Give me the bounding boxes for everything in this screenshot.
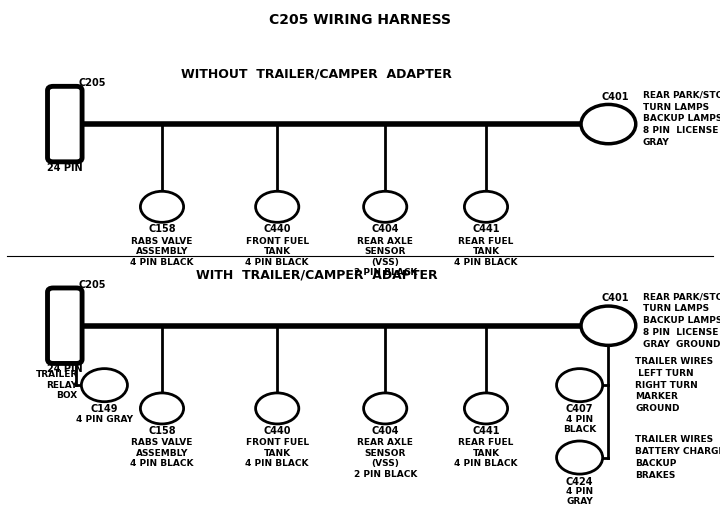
Text: C441: C441 (472, 224, 500, 234)
Circle shape (464, 393, 508, 424)
Circle shape (256, 191, 299, 222)
Text: C404: C404 (372, 426, 399, 436)
Text: 24 PIN: 24 PIN (47, 364, 83, 374)
Text: REAR PARK/STOP
TURN LAMPS
BACKUP LAMPS
8 PIN  LICENSE LAMPS
GRAY  GROUND: REAR PARK/STOP TURN LAMPS BACKUP LAMPS 8… (643, 293, 720, 348)
Circle shape (256, 393, 299, 424)
Text: REAR PARK/STOP
TURN LAMPS
BACKUP LAMPS
8 PIN  LICENSE LAMPS
GRAY: REAR PARK/STOP TURN LAMPS BACKUP LAMPS 8… (643, 91, 720, 147)
FancyBboxPatch shape (48, 288, 82, 363)
Text: 4 PIN
BLACK: 4 PIN BLACK (563, 415, 596, 434)
Text: REAR AXLE
SENSOR
(VSS)
2 PIN BLACK: REAR AXLE SENSOR (VSS) 2 PIN BLACK (354, 438, 417, 479)
Circle shape (581, 104, 636, 144)
Text: C205: C205 (78, 78, 106, 88)
Text: 4 PIN GRAY: 4 PIN GRAY (76, 415, 133, 423)
FancyBboxPatch shape (48, 86, 82, 162)
Text: C404: C404 (372, 224, 399, 234)
Text: RABS VALVE
ASSEMBLY
4 PIN BLACK: RABS VALVE ASSEMBLY 4 PIN BLACK (130, 237, 194, 267)
Circle shape (364, 191, 407, 222)
Text: C158: C158 (148, 224, 176, 234)
Text: C158: C158 (148, 426, 176, 436)
Circle shape (140, 191, 184, 222)
Text: C441: C441 (472, 426, 500, 436)
Text: FRONT FUEL
TANK
4 PIN BLACK: FRONT FUEL TANK 4 PIN BLACK (246, 237, 309, 267)
Circle shape (557, 369, 603, 402)
Circle shape (464, 191, 508, 222)
Text: RABS VALVE
ASSEMBLY
4 PIN BLACK: RABS VALVE ASSEMBLY 4 PIN BLACK (130, 438, 194, 468)
Text: TRAILER
RELAY
BOX: TRAILER RELAY BOX (35, 370, 78, 400)
Text: C205: C205 (78, 280, 106, 290)
Text: REAR AXLE
SENSOR
(VSS)
2 PIN BLACK: REAR AXLE SENSOR (VSS) 2 PIN BLACK (354, 237, 417, 277)
Text: C424: C424 (566, 477, 593, 486)
Text: REAR FUEL
TANK
4 PIN BLACK: REAR FUEL TANK 4 PIN BLACK (454, 438, 518, 468)
Text: C440: C440 (264, 224, 291, 234)
Text: REAR FUEL
TANK
4 PIN BLACK: REAR FUEL TANK 4 PIN BLACK (454, 237, 518, 267)
Text: C401: C401 (601, 92, 629, 102)
Text: C407: C407 (566, 404, 593, 414)
Text: WITH  TRAILER/CAMPER  ADAPTER: WITH TRAILER/CAMPER ADAPTER (196, 269, 438, 282)
Circle shape (140, 393, 184, 424)
Text: WITHOUT  TRAILER/CAMPER  ADAPTER: WITHOUT TRAILER/CAMPER ADAPTER (181, 67, 452, 80)
Text: C205 WIRING HARNESS: C205 WIRING HARNESS (269, 13, 451, 27)
Text: C401: C401 (601, 294, 629, 303)
Circle shape (81, 369, 127, 402)
Text: C440: C440 (264, 426, 291, 436)
Text: FRONT FUEL
TANK
4 PIN BLACK: FRONT FUEL TANK 4 PIN BLACK (246, 438, 309, 468)
Text: 24 PIN: 24 PIN (47, 163, 83, 173)
Text: C149: C149 (91, 404, 118, 414)
Text: TRAILER WIRES
BATTERY CHARGE
BACKUP
BRAKES: TRAILER WIRES BATTERY CHARGE BACKUP BRAK… (635, 435, 720, 480)
Circle shape (557, 441, 603, 474)
Circle shape (364, 393, 407, 424)
Circle shape (581, 306, 636, 345)
Text: TRAILER WIRES
 LEFT TURN
RIGHT TURN
MARKER
GROUND: TRAILER WIRES LEFT TURN RIGHT TURN MARKE… (635, 357, 714, 413)
Text: 4 PIN
GRAY: 4 PIN GRAY (566, 487, 593, 507)
